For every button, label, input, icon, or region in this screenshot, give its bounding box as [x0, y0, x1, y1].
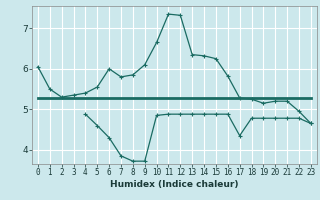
X-axis label: Humidex (Indice chaleur): Humidex (Indice chaleur) [110, 180, 239, 189]
